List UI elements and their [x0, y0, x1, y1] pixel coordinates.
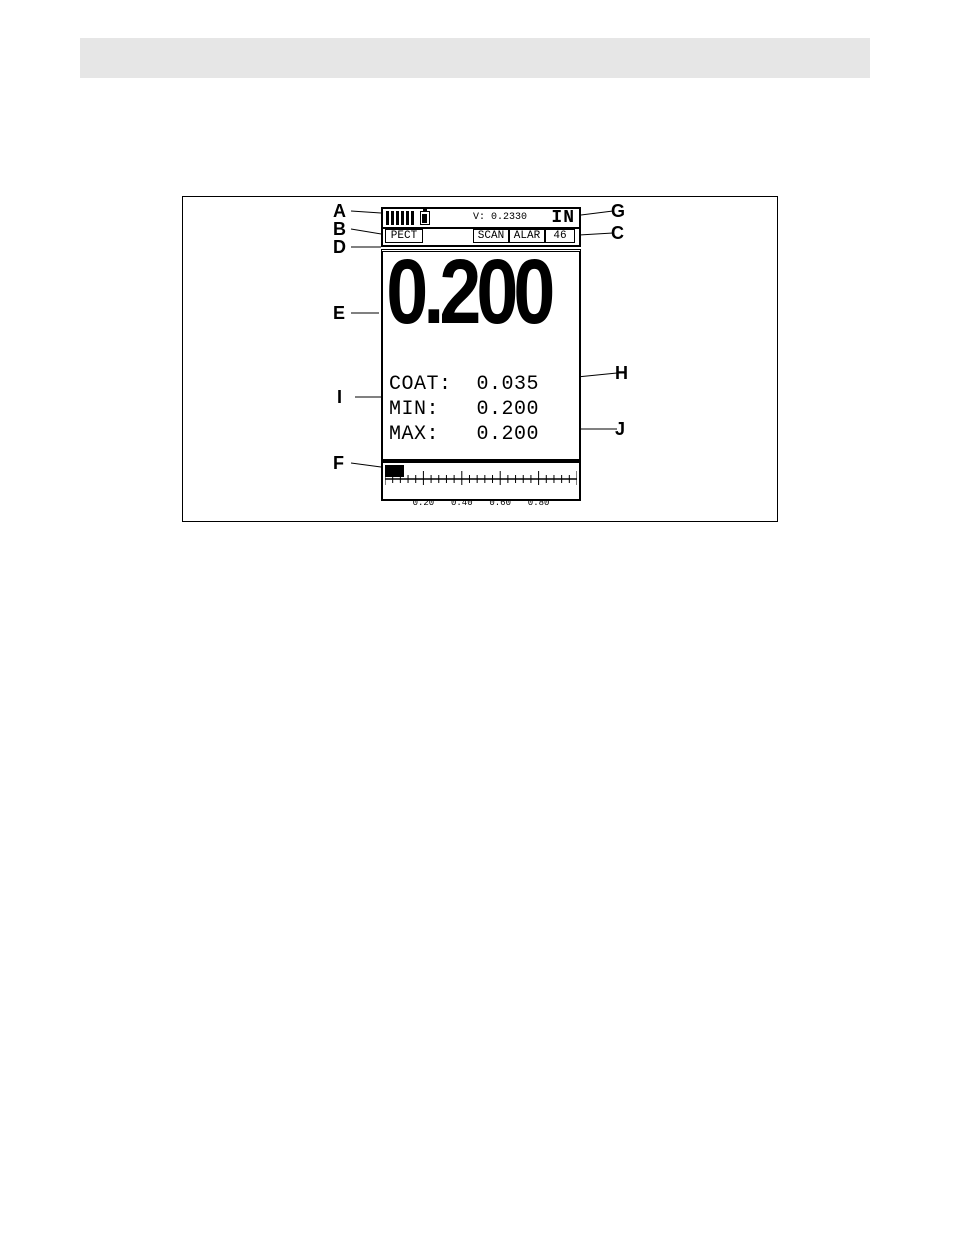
scale-tick-label: 0.20: [413, 498, 435, 508]
callout-letter: G: [611, 201, 625, 222]
callout-letter: C: [611, 223, 624, 244]
scan-bar: 0.200.400.600.80: [381, 461, 581, 501]
thickness-reading: 0.200: [383, 246, 547, 338]
coat-label: COAT:: [389, 373, 452, 396]
callout-letter: E: [333, 303, 345, 324]
velocity-label: V: 0.2330: [473, 212, 527, 223]
scan-bar-ruler: [385, 465, 577, 489]
page: ABDEIFGCHJ V: 0.2330 IN PECTSCANALAR46 0…: [0, 0, 954, 1235]
max-label: MAX:: [389, 423, 439, 446]
min-value: 0.200: [477, 398, 540, 421]
callout-letter: D: [333, 237, 346, 258]
coat-row: COAT: 0.035: [389, 372, 539, 397]
coat-value: 0.035: [477, 373, 540, 396]
callout-letter: I: [337, 387, 342, 408]
scale-tick-label: 0.60: [489, 498, 511, 508]
callout-letter: J: [615, 419, 625, 440]
callout-letter: F: [333, 453, 344, 474]
max-row: MAX: 0.200: [389, 422, 539, 447]
max-value: 0.200: [477, 423, 540, 446]
main-display: 0.200 COAT: 0.035 MIN: 0.200 MAX: 0.200: [381, 249, 581, 461]
page-header-band: [80, 38, 870, 78]
info-block: COAT: 0.035 MIN: 0.200 MAX: 0.200: [389, 372, 539, 447]
scale-tick-label: 0.40: [451, 498, 473, 508]
min-label: MIN:: [389, 398, 439, 421]
status-header: V: 0.2330 IN: [381, 207, 581, 229]
figure-frame: ABDEIFGCHJ V: 0.2330 IN PECTSCANALAR46 0…: [182, 196, 778, 522]
scale-tick-label: 0.80: [528, 498, 550, 508]
repeatability-bar-icon: [386, 211, 414, 225]
units-label: IN: [551, 208, 575, 228]
min-row: MIN: 0.200: [389, 397, 539, 422]
device-screen: V: 0.2330 IN PECTSCANALAR46 0.200 COAT: …: [381, 207, 581, 502]
battery-icon: [420, 211, 430, 225]
callout-letter: H: [615, 363, 628, 384]
